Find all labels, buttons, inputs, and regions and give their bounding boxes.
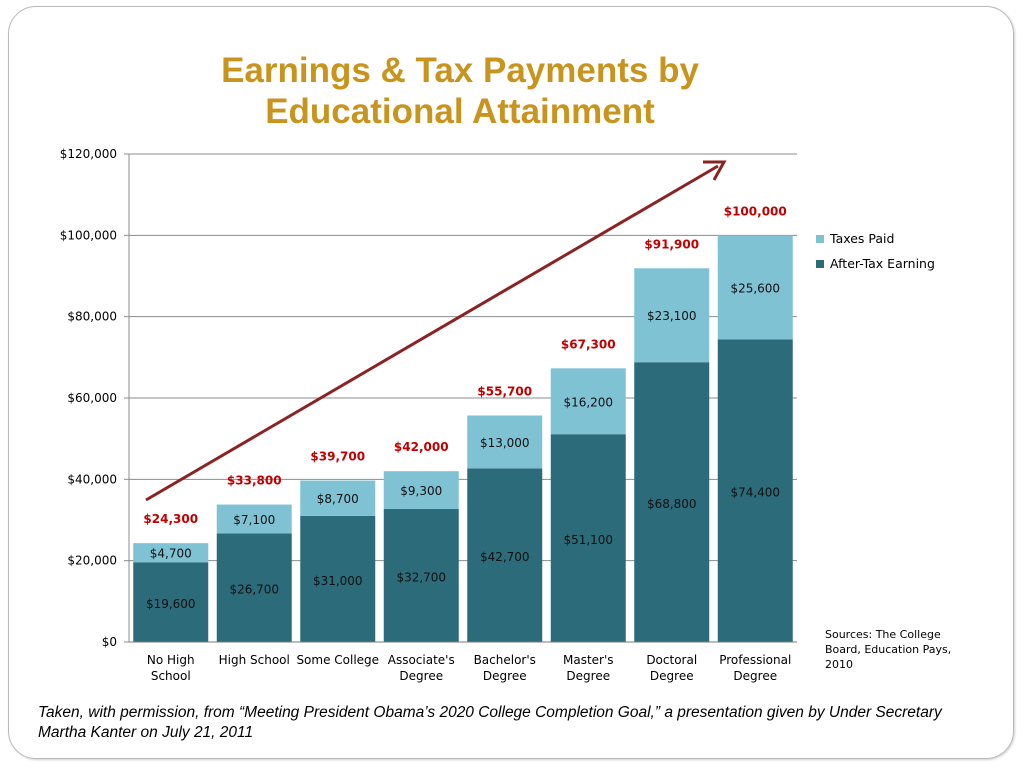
legend-item-after-tax-earning: After-Tax Earning — [816, 251, 935, 276]
trend-arrow-shaft — [145, 164, 719, 502]
total-label: $55,700 — [477, 384, 532, 398]
data-label-taxes-paid: $9,300 — [400, 484, 442, 498]
bar-taxes-paid — [216, 504, 292, 534]
bar-taxes-paid — [550, 368, 626, 435]
data-label-taxes-paid: $16,200 — [563, 395, 613, 409]
bar-after-tax-earning — [717, 339, 793, 642]
legend-swatch-taxes-paid — [816, 234, 824, 243]
x-tick-label: Degree — [483, 669, 527, 683]
slide-caption: Taken, with permission, from “Meeting Pr… — [38, 704, 942, 741]
bar-after-tax-earning — [133, 562, 209, 642]
y-tick-label: $120,000 — [60, 147, 117, 161]
legend-swatch-after-tax-earning — [816, 259, 824, 268]
total-label: $33,800 — [227, 474, 282, 488]
data-label-taxes-paid: $4,700 — [150, 547, 192, 561]
x-tick-label: Bachelor's — [474, 653, 536, 667]
data-label-taxes-paid: $7,100 — [233, 513, 275, 527]
bar-after-tax-earning — [383, 509, 459, 642]
bar-after-tax-earning — [300, 515, 376, 642]
data-label-taxes-paid: $13,000 — [480, 436, 530, 450]
data-label-after-tax-earning: $51,100 — [563, 533, 613, 547]
slide-frame — [8, 6, 1014, 759]
x-tick-label: Degree — [566, 669, 610, 683]
sources-note: Sources: The College Board, Education Pa… — [825, 628, 952, 671]
legend-label-after-tax-earning: After-Tax Earning — [830, 256, 935, 271]
total-label: $91,900 — [644, 237, 699, 251]
y-tick-label: $60,000 — [67, 391, 117, 405]
y-tick-label: $20,000 — [67, 554, 117, 568]
data-label-after-tax-earning: $19,600 — [146, 597, 196, 611]
bar-taxes-paid — [133, 543, 209, 563]
data-label-after-tax-earning: $32,700 — [396, 571, 446, 585]
bar-taxes-paid — [634, 268, 710, 363]
total-label: $24,300 — [143, 512, 198, 526]
data-label-after-tax-earning: $74,400 — [730, 486, 780, 500]
data-label-taxes-paid: $8,700 — [317, 492, 359, 506]
trend-arrow-head — [703, 160, 727, 181]
data-label-taxes-paid: $23,100 — [647, 309, 697, 323]
bar-after-tax-earning — [634, 362, 710, 642]
bar-taxes-paid — [300, 480, 376, 516]
data-label-after-tax-earning: $42,700 — [480, 550, 530, 564]
data-label-after-tax-earning: $26,700 — [229, 583, 279, 597]
x-tick-label: Some College — [296, 653, 379, 667]
total-label: $39,700 — [310, 450, 365, 464]
bar-after-tax-earning — [467, 468, 543, 642]
x-tick-label: Degree — [733, 669, 777, 683]
x-tick-label: Degree — [650, 669, 694, 683]
x-tick-label: Professional — [719, 653, 791, 667]
bar-taxes-paid — [383, 471, 459, 510]
x-tick-label: Doctoral — [646, 653, 697, 667]
x-tick-label: Associate's — [388, 653, 455, 667]
data-label-after-tax-earning: $68,800 — [647, 497, 697, 511]
bar-taxes-paid — [467, 415, 543, 469]
total-label: $67,300 — [561, 337, 616, 351]
bar-taxes-paid — [717, 235, 793, 340]
x-tick-label: High School — [219, 653, 290, 667]
y-tick-label: $0 — [102, 635, 117, 649]
bar-after-tax-earning — [216, 533, 292, 642]
x-tick-label: No High — [147, 653, 195, 667]
legend-item-taxes-paid: Taxes Paid — [816, 226, 935, 251]
legend-label-taxes-paid: Taxes Paid — [830, 231, 895, 246]
y-tick-label: $40,000 — [67, 472, 117, 486]
chart-legend: Taxes Paid After-Tax Earning — [816, 226, 935, 276]
total-label: $100,000 — [724, 204, 787, 218]
data-label-after-tax-earning: $31,000 — [313, 574, 363, 588]
x-tick-label: Degree — [399, 669, 443, 683]
y-tick-label: $100,000 — [60, 228, 117, 242]
y-tick-label: $80,000 — [67, 310, 117, 324]
data-label-taxes-paid: $25,600 — [730, 281, 780, 295]
x-tick-label: School — [151, 669, 191, 683]
x-tick-label: Master's — [563, 653, 614, 667]
bar-after-tax-earning — [550, 434, 626, 642]
total-label: $42,000 — [394, 440, 449, 454]
slide-title: Earnings & Tax Payments by Educational A… — [221, 51, 699, 131]
